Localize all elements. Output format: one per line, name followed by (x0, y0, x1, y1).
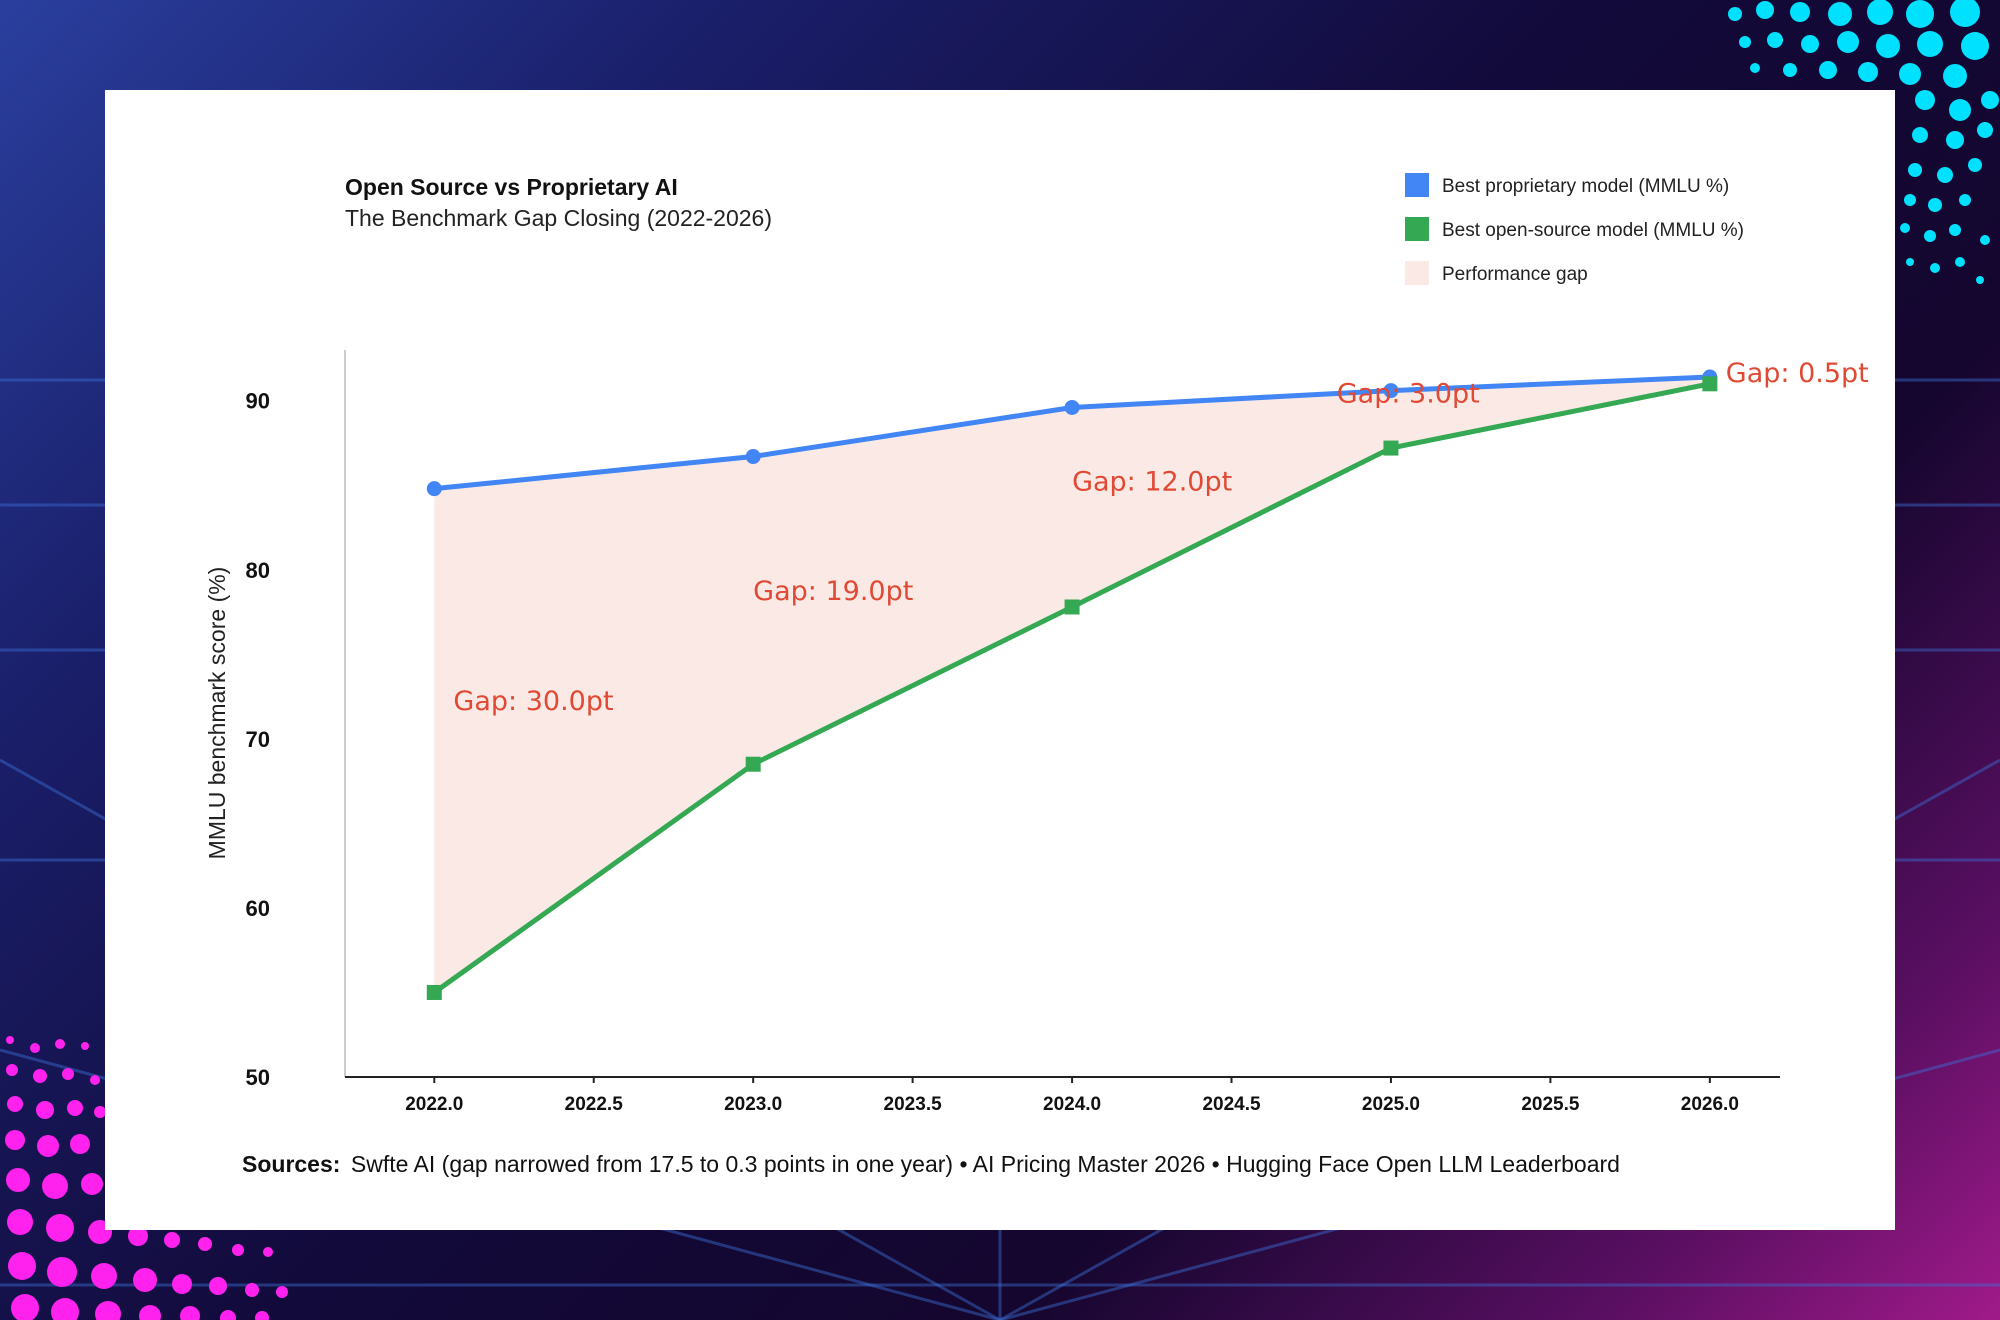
x-tick-label: 2026.0 (1681, 1094, 1739, 1115)
x-tick-label: 2022.0 (405, 1094, 463, 1115)
x-tick-label: 2024.5 (1202, 1094, 1261, 1115)
legend-swatch-gap (1405, 261, 1429, 285)
y-tick-label: 90 (246, 389, 270, 414)
gap-annotation: Gap: 30.0pt (453, 686, 613, 717)
proprietary-point (745, 449, 761, 465)
y-axis-label: MMLU benchmark score (%) (204, 567, 230, 860)
performance-gap-area (434, 377, 1710, 993)
legend-swatch-open-source (1405, 217, 1429, 241)
chart-card: Open Source vs Proprietary AI The Benchm… (105, 90, 1895, 1230)
x-tick-label: 2023.0 (724, 1094, 782, 1115)
y-tick-label: 50 (246, 1065, 270, 1090)
open-source-point (1383, 440, 1399, 456)
sources-line: Sources: Swfte AI (gap narrowed from 17.… (242, 1151, 1620, 1177)
x-axis-ticks: 2022.0 2022.5 2023.0 2023.5 2024.0 2024.5 2025… (405, 1077, 1739, 1115)
gap-annotation: Gap: 19.0pt (753, 576, 913, 607)
chart-subtitle: The Benchmark Gap Closing (2022-2026) (345, 205, 772, 231)
open-source-point (426, 984, 442, 1000)
y-tick-label: 60 (246, 896, 270, 921)
y-tick-label: 80 (246, 558, 270, 583)
line-chart: Open Source vs Proprietary AI The Benchm… (204, 173, 1869, 1177)
open-source-point (1064, 599, 1080, 615)
gap-annotation: Gap: 0.5pt (1726, 358, 1869, 389)
y-axis-ticks: 50 60 70 80 90 (246, 389, 270, 1090)
proprietary-point (1064, 399, 1080, 415)
proprietary-point (426, 481, 442, 497)
series-layer (426, 369, 1718, 1000)
legend-label-gap: Performance gap (1442, 264, 1588, 285)
proprietary-point (1383, 383, 1399, 399)
gap-annotation: Gap: 12.0pt (1072, 466, 1232, 497)
legend-swatch-proprietary (1405, 173, 1429, 197)
x-tick-label: 2024.0 (1043, 1094, 1101, 1115)
legend: Best proprietary model (MMLU %) Best ope… (1405, 173, 1744, 285)
open-source-point (1702, 376, 1718, 392)
gap-annotations: Gap: 30.0pt Gap: 19.0pt Gap: 12.0pt Gap: 3.… (453, 358, 1868, 717)
sources-label: Sources: (242, 1151, 340, 1177)
chart-title: Open Source vs Proprietary AI (345, 174, 678, 200)
legend-label-open-source: Best open-source model (MMLU %) (1442, 220, 1744, 241)
x-tick-label: 2025.0 (1362, 1094, 1420, 1115)
y-tick-label: 70 (246, 727, 270, 752)
open-source-point (745, 756, 761, 772)
gap-annotation: Gap: 3.0pt (1337, 378, 1480, 409)
x-tick-label: 2023.5 (884, 1094, 943, 1115)
sources-text: Swfte AI (gap narrowed from 17.5 to 0.3 … (351, 1151, 1620, 1177)
x-tick-label: 2025.5 (1521, 1094, 1580, 1115)
legend-label-proprietary: Best proprietary model (MMLU %) (1442, 176, 1729, 197)
x-tick-label: 2022.5 (565, 1094, 624, 1115)
